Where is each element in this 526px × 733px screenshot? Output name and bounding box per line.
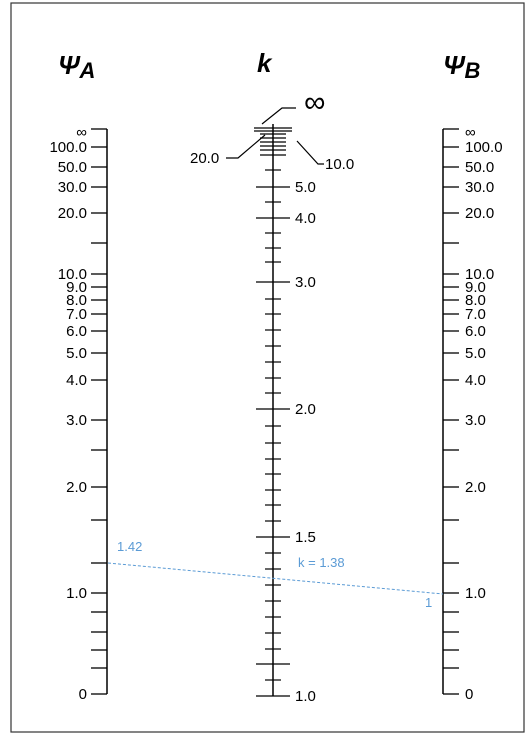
psi-b-title: ΨB (443, 50, 481, 83)
psi-a-tick-label: 2.0 (66, 479, 87, 496)
psi-b-tick-label: 8.0 (465, 292, 486, 309)
psi-b-value-label: 1 (425, 595, 432, 610)
k-label-20: 20.0 (190, 150, 219, 167)
psi-a-tick-label: 9.0 (66, 279, 87, 296)
psi-a-title: ΨA (58, 50, 95, 83)
psi-b-tick-label: 9.0 (465, 279, 486, 296)
k-tick-label: 5.0 (295, 179, 316, 196)
infinity-leader (261, 107, 296, 125)
psi-a-tick-label: 50.0 (58, 159, 87, 176)
psi-a-tick-label: 7.0 (66, 306, 87, 323)
psi-a-tick-label: 6.0 (66, 323, 87, 340)
k-title: k (257, 48, 273, 78)
psi-a-tick-label: 0 (79, 686, 87, 703)
k-tick-label: 4.0 (295, 210, 316, 227)
solution-annotation: 1.42 k = 1.38 1 (107, 539, 444, 610)
psi-a-tick-label: 100.0 (49, 139, 87, 156)
psi-a-tick-label: 5.0 (66, 345, 87, 362)
psi-a-tick-label: ∞ (76, 124, 87, 141)
psi-a-tick-label: 1.0 (66, 585, 87, 602)
psi-b-symbol: Ψ (443, 50, 466, 80)
psi-b-tick-label: 5.0 (465, 345, 486, 362)
psi-b-tick-label: 10.0 (465, 266, 494, 283)
psi-a-tick-label: 20.0 (58, 205, 87, 222)
psi-b-tick-label: 7.0 (465, 306, 486, 323)
k-label-10: 10.0 (325, 156, 354, 173)
k-result-label: k = 1.38 (298, 555, 345, 570)
psi-b-tick-label: 6.0 (465, 323, 486, 340)
psi-b-tick-label: 30.0 (465, 179, 494, 196)
k-infinity-label: ∞ (304, 86, 325, 119)
psi-a-tick-label: 30.0 (58, 179, 87, 196)
page-frame (10, 2, 525, 733)
psi-b-tick-label: ∞ (465, 124, 476, 141)
psi-b-tick-label: 3.0 (465, 412, 486, 429)
k-tick-label: 3.0 (295, 274, 316, 291)
psi-a-scale: ∞100.0 50.0 30.0 20.0 10.09.08.07.06.0 5.0 4.0… (49, 124, 108, 703)
psi-b-subscript: B (465, 58, 481, 83)
psi-a-symbol: Ψ (58, 50, 81, 80)
psi-a-tick-label: 8.0 (66, 292, 87, 309)
leader-20 (226, 134, 266, 159)
psi-b-tick-label: 50.0 (465, 159, 494, 176)
psi-b-scale: ∞100.0 50.0 30.0 20.0 10.09.08.07.06.0 5.0 4.0… (442, 124, 503, 703)
psi-b-tick-label: 20.0 (465, 205, 494, 222)
k-tick-label: 1.5 (295, 529, 316, 546)
psi-a-value-label: 1.42 (117, 539, 142, 554)
psi-a-tick-label: 10.0 (58, 266, 87, 283)
psi-b-tick-label: 2.0 (465, 479, 486, 496)
psi-b-tick-label: 1.0 (465, 585, 486, 602)
psi-b-tick-label: 4.0 (465, 372, 486, 389)
k-tick-label: 1.0 (295, 688, 316, 705)
psi-a-tick-label: 3.0 (66, 412, 87, 429)
psi-b-tick-label: 100.0 (465, 139, 503, 156)
leader-10 (296, 140, 324, 165)
k-tick-label: 2.0 (295, 401, 316, 418)
psi-b-tick-label: 0 (465, 686, 473, 703)
k-scale: ∞ 20.0 10.0 5.0 4.0 3.0 2.0 1.5 1.0 (190, 86, 354, 705)
psi-a-subscript: A (79, 58, 96, 83)
solution-line (107, 562, 444, 595)
psi-a-tick-label: 4.0 (66, 372, 87, 389)
